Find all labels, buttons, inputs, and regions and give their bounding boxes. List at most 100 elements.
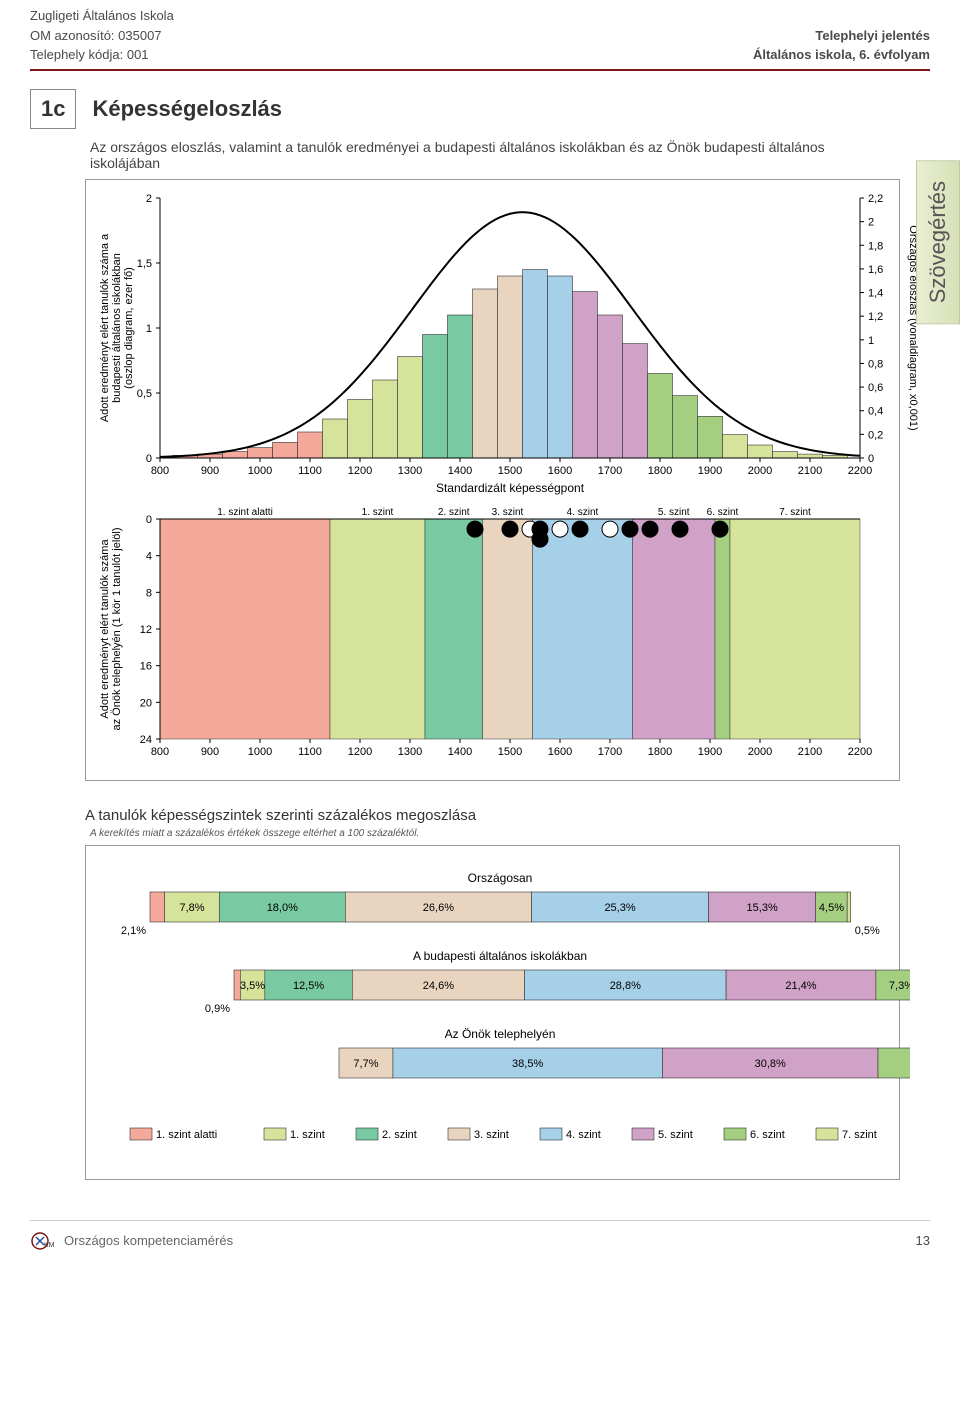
school-name: Zugligeti Általános Iskola: [30, 6, 174, 26]
svg-text:1: 1: [868, 334, 874, 346]
svg-text:38,5%: 38,5%: [512, 1058, 543, 1070]
page-number: 13: [916, 1233, 930, 1248]
svg-text:0,9%: 0,9%: [205, 1003, 230, 1015]
svg-text:Adott eredményt elért tanulók: Adott eredményt elért tanulók száma a: [99, 232, 111, 421]
svg-text:0,6: 0,6: [868, 382, 883, 394]
svg-text:(oszlop diagram, ezer fő): (oszlop diagram, ezer fő): [123, 267, 135, 389]
svg-text:2100: 2100: [798, 746, 822, 758]
logo-icon: KM: [30, 1231, 58, 1251]
page-header: Zugligeti Általános Iskola OM azonosító:…: [30, 0, 930, 71]
svg-text:1900: 1900: [698, 746, 722, 758]
svg-text:2: 2: [868, 216, 874, 228]
site-code: Telephely kódja: 001: [30, 45, 174, 65]
svg-text:3. szint: 3. szint: [474, 1129, 509, 1141]
band-dot-chart: 1. szint alatti 1. szint 2. szint 3. szint 4…: [90, 501, 920, 769]
svg-text:4,5%: 4,5%: [819, 902, 844, 914]
svg-text:3. szint: 3. szint: [492, 507, 524, 518]
svg-text:7,7%: 7,7%: [353, 1058, 378, 1070]
svg-text:1. szint: 1. szint: [362, 507, 394, 518]
svg-text:5. szint: 5. szint: [658, 1129, 693, 1141]
svg-text:5. szint: 5. szint: [658, 507, 690, 518]
svg-text:Az Önök telephelyén: Az Önök telephelyén: [445, 1027, 556, 1041]
svg-text:25,3%: 25,3%: [604, 902, 635, 914]
grade-label: Általános iskola, 6. évfolyam: [753, 45, 930, 65]
svg-text:Országosan: Országosan: [468, 871, 533, 885]
svg-text:4: 4: [146, 550, 152, 562]
svg-text:1,6: 1,6: [868, 263, 883, 275]
svg-text:0,5: 0,5: [137, 388, 152, 400]
svg-text:4. szint: 4. szint: [566, 1129, 601, 1141]
svg-text:1100: 1100: [298, 746, 322, 758]
svg-text:1300: 1300: [398, 746, 422, 758]
svg-text:1500: 1500: [498, 746, 522, 758]
svg-text:1700: 1700: [598, 465, 622, 477]
svg-text:16: 16: [140, 660, 152, 672]
svg-text:1. szint alatti: 1. szint alatti: [217, 507, 273, 518]
svg-text:1,5: 1,5: [137, 258, 152, 270]
svg-text:1000: 1000: [248, 746, 272, 758]
svg-text:2,2: 2,2: [868, 193, 883, 205]
svg-text:6. szint: 6. szint: [750, 1129, 785, 1141]
svg-text:1,2: 1,2: [868, 311, 883, 323]
svg-text:1000: 1000: [248, 465, 272, 477]
om-id: OM azonosító: 035007: [30, 26, 174, 46]
svg-text:20: 20: [140, 697, 152, 709]
svg-text:2. szint: 2. szint: [382, 1129, 417, 1141]
svg-text:2100: 2100: [798, 465, 822, 477]
svg-text:1200: 1200: [348, 465, 372, 477]
svg-text:1800: 1800: [648, 465, 672, 477]
svg-text:KM: KM: [44, 1242, 55, 1249]
svg-text:7,8%: 7,8%: [179, 902, 204, 914]
svg-text:6. szint: 6. szint: [707, 507, 739, 518]
svg-text:21,4%: 21,4%: [785, 980, 816, 992]
chart3-frame: Országosan2,1%7,8%18,0%26,6%25,3%15,3%4,…: [85, 845, 900, 1180]
svg-text:24: 24: [140, 734, 152, 746]
svg-text:26,6%: 26,6%: [423, 902, 454, 914]
section-title: Képességeloszlás: [92, 96, 282, 122]
svg-text:2. szint: 2. szint: [438, 507, 470, 518]
svg-text:28,8%: 28,8%: [610, 980, 641, 992]
svg-text:1900: 1900: [698, 465, 722, 477]
svg-text:0,5%: 0,5%: [855, 925, 880, 937]
section-badge: 1c: [30, 89, 76, 129]
subsection-note: A kerekítés miatt a százalékos értékek ö…: [90, 828, 930, 839]
sidebar-tab: Szövegértés: [916, 160, 960, 324]
svg-text:budapesti általános iskolákban: budapesti általános iskolákban: [111, 253, 123, 403]
svg-text:1200: 1200: [348, 746, 372, 758]
svg-text:0: 0: [146, 514, 152, 526]
svg-text:1,4: 1,4: [868, 287, 883, 299]
svg-text:1100: 1100: [298, 465, 322, 477]
svg-text:1. szint: 1. szint: [290, 1129, 325, 1141]
svg-text:0: 0: [146, 453, 152, 465]
svg-text:Adott eredményt elért tanulók: Adott eredményt elért tanulók száma: [99, 538, 111, 718]
svg-text:1600: 1600: [548, 746, 572, 758]
footer-label: Országos kompetenciamérés: [64, 1233, 233, 1248]
svg-text:Standardizált képességpont: Standardizált képességpont: [436, 481, 585, 495]
svg-text:0: 0: [868, 453, 874, 465]
svg-text:12,5%: 12,5%: [293, 980, 324, 992]
svg-text:az Önök telephelyén (1 kör 1 t: az Önök telephelyén (1 kör 1 tanulót jel…: [111, 527, 123, 730]
svg-text:2200: 2200: [848, 746, 872, 758]
svg-text:2000: 2000: [748, 465, 772, 477]
svg-text:18,0%: 18,0%: [267, 902, 298, 914]
svg-text:2,1%: 2,1%: [121, 925, 146, 937]
svg-text:4. szint: 4. szint: [567, 507, 599, 518]
svg-text:A budapesti általános iskolákb: A budapesti általános iskolákban: [413, 949, 587, 963]
svg-text:7,3%: 7,3%: [889, 980, 910, 992]
stacked-bar-chart: Országosan2,1%7,8%18,0%26,6%25,3%15,3%4,…: [90, 854, 910, 1168]
svg-text:1800: 1800: [648, 746, 672, 758]
svg-text:1,8: 1,8: [868, 240, 883, 252]
chart1-frame: 00,511,5200,20,40,60,811,21,41,61,822,28…: [85, 179, 900, 781]
histogram-chart: 00,511,5200,20,40,60,811,21,41,61,822,28…: [90, 188, 920, 498]
svg-text:30,8%: 30,8%: [755, 1058, 786, 1070]
svg-text:8: 8: [146, 587, 152, 599]
svg-text:2: 2: [146, 193, 152, 205]
svg-text:24,6%: 24,6%: [423, 980, 454, 992]
svg-text:0,8: 0,8: [868, 358, 883, 370]
svg-text:800: 800: [151, 746, 169, 758]
svg-text:3,5%: 3,5%: [240, 980, 265, 992]
report-title: Telephelyi jelentés: [753, 26, 930, 46]
svg-text:1400: 1400: [448, 465, 472, 477]
svg-text:800: 800: [151, 465, 169, 477]
svg-text:0,2: 0,2: [868, 429, 883, 441]
